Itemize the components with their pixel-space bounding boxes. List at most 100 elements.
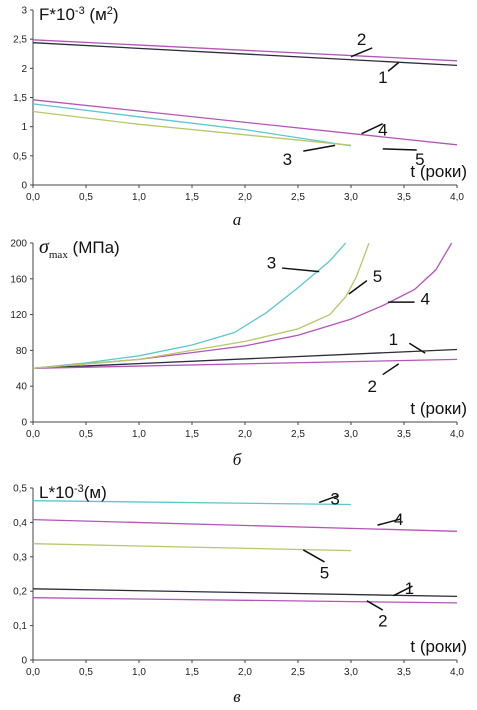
series-line-4 (32, 518, 458, 532)
chart-2: 0 40 80 120 160 200 0,0 0,5 1,0 1,5 2,0 2,5 3,0 3,5 4,… (10, 236, 467, 469)
curve-label-4: 4 (420, 289, 429, 308)
chart-caption: б (233, 450, 242, 469)
curve-label-5: 5 (415, 150, 424, 169)
curve-label-2: 2 (367, 377, 376, 396)
series-line-5 (32, 110, 352, 146)
x-axis-title: t (роки) (410, 399, 467, 418)
series-line-1 (32, 42, 458, 67)
y-tick-label: 80 (16, 346, 28, 357)
x-tick-label: 3,0 (344, 429, 358, 440)
leader-line (350, 47, 373, 58)
y-tick-label: 0,4 (13, 518, 27, 529)
x-tick-label: 4,0 (450, 667, 464, 678)
y-tick-label: 3 (21, 6, 27, 17)
leader-line (303, 144, 336, 152)
x-tick-label: 1,5 (185, 192, 199, 203)
chart-caption: в (233, 687, 241, 706)
chart-3: 0 0,1 0,2 0,3 0,4 0,5 0,0 0,5 1,0 1,5 2,0 2,5 3,0 3,5… (13, 483, 467, 706)
y-tick-label: 200 (10, 239, 27, 250)
y-tick-label: 160 (10, 274, 27, 285)
x-axis-title: t (роки) (410, 162, 467, 181)
y-tick-label: 1,5 (13, 93, 27, 104)
y-tick-label: 0,3 (13, 552, 27, 563)
x-tick-label: 0,5 (79, 192, 93, 203)
x-tick-label: 3,5 (397, 192, 411, 203)
y-axis-title: σmax (МПа) (39, 236, 120, 261)
x-tick-label: 1,5 (185, 429, 199, 440)
leader-line (318, 494, 339, 504)
leader-line (377, 518, 402, 526)
curve-label-1: 1 (378, 68, 387, 87)
chart-1: 0 0,5 1 1,5 2 2,5 3 0,0 0,5 1,0 1,5 2,0 2,5 3,0 3,5 4,0… (13, 5, 467, 229)
curve-label-5: 5 (320, 563, 329, 582)
curve-label-1: 1 (389, 330, 398, 349)
curve-label-3: 3 (330, 489, 339, 508)
leader-line (366, 600, 384, 611)
curve-label-2: 2 (378, 611, 387, 630)
x-tick-label: 3,5 (397, 429, 411, 440)
x-tick-label: 3,5 (397, 667, 411, 678)
leader-line (387, 61, 400, 72)
leader-line (393, 585, 413, 597)
x-tick-label: 2,0 (238, 429, 252, 440)
y-axis-title: F*10-3 (м2) (39, 5, 119, 24)
series-line-3 (32, 242, 347, 369)
curve-label-1: 1 (405, 579, 414, 598)
chart-caption: а (233, 210, 242, 229)
x-tick-label: 2,5 (291, 429, 305, 440)
series-line-3 (32, 500, 352, 506)
x-tick-label: 4,0 (450, 192, 464, 203)
series-line-1 (32, 348, 458, 369)
curve-label-3: 3 (267, 254, 276, 273)
x-tick-label: 0,0 (26, 192, 40, 203)
y-tick-label: 40 (16, 382, 28, 393)
leader-line (382, 148, 417, 151)
leader-line (282, 267, 320, 273)
series-line-5 (32, 242, 370, 369)
y-tick-label: 0 (21, 656, 27, 667)
x-tick-label: 2,0 (238, 667, 252, 678)
y-tick-label: 0 (21, 418, 27, 429)
x-tick-label: 0,5 (79, 429, 93, 440)
series-line-2 (32, 597, 458, 604)
x-tick-label: 2,5 (291, 667, 305, 678)
curve-label-3: 3 (283, 150, 292, 169)
x-tick-label: 2,0 (238, 192, 252, 203)
x-axis-title: t (роки) (410, 637, 467, 656)
x-tick-label: 1,0 (132, 192, 146, 203)
y-tick-label: 0,1 (13, 621, 27, 632)
series-line-1 (32, 588, 458, 598)
x-tick-label: 3,0 (344, 192, 358, 203)
leader-line (361, 123, 384, 135)
leader-line (408, 342, 426, 354)
leader-line (302, 549, 325, 563)
leader-line (348, 279, 368, 295)
y-tick-label: 2 (21, 64, 27, 75)
x-tick-label: 1,0 (132, 429, 146, 440)
y-tick-label: 2,5 (13, 35, 27, 46)
y-tick-label: 0 (21, 181, 27, 192)
y-tick-label: 120 (10, 310, 27, 321)
series-line-4 (32, 99, 458, 146)
y-tick-label: 0,5 (13, 484, 27, 495)
curve-label-4: 4 (378, 121, 387, 140)
y-tick-label: 0,5 (13, 151, 27, 162)
series-line-3 (32, 103, 352, 147)
x-tick-label: 0,0 (26, 667, 40, 678)
x-tick-label: 4,0 (450, 429, 464, 440)
series-line-2 (32, 358, 458, 369)
series-line-4 (32, 242, 453, 369)
x-tick-label: 3,0 (344, 667, 358, 678)
x-tick-label: 2,5 (291, 192, 305, 203)
series-line-2 (32, 39, 458, 62)
x-tick-label: 1,5 (185, 667, 199, 678)
y-tick-label: 0,2 (13, 587, 27, 598)
leader-line (382, 363, 400, 376)
y-axis-title: L*10-3(м) (39, 483, 107, 502)
x-tick-label: 0,5 (79, 667, 93, 678)
curve-label-5: 5 (373, 267, 382, 286)
series-line-5 (32, 543, 352, 552)
y-tick-label: 1 (21, 122, 27, 133)
x-tick-label: 1,0 (132, 667, 146, 678)
